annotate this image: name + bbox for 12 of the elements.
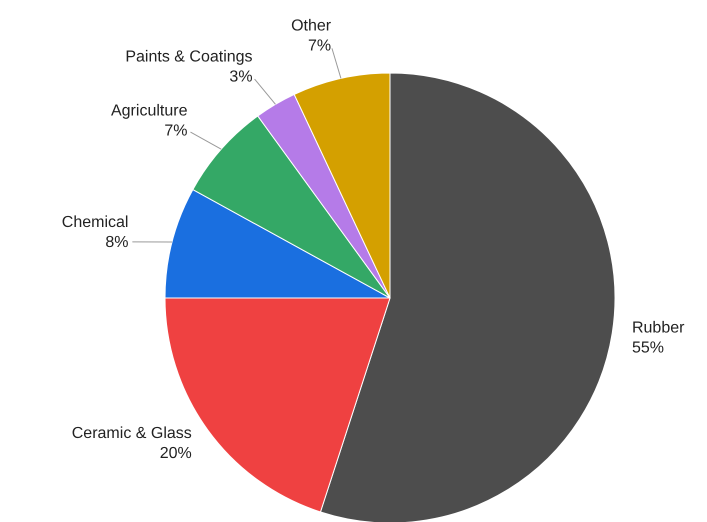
slice-label: Agriculture [110, 102, 188, 120]
data-label: 20% [160, 445, 192, 462]
slice-label: Chemical [62, 214, 128, 231]
data-label: 55% [632, 339, 664, 356]
data-label: 8% [105, 234, 128, 251]
slice-label: Rubber [632, 319, 686, 336]
slice-label: Ceramic & Glass [72, 425, 192, 442]
data-label: 7% [164, 122, 188, 140]
data-label: 7% [308, 38, 332, 54]
slice-label: Other [291, 18, 332, 34]
slice-label: Paints & Coatings [125, 48, 253, 66]
data-label: 3% [229, 68, 253, 86]
